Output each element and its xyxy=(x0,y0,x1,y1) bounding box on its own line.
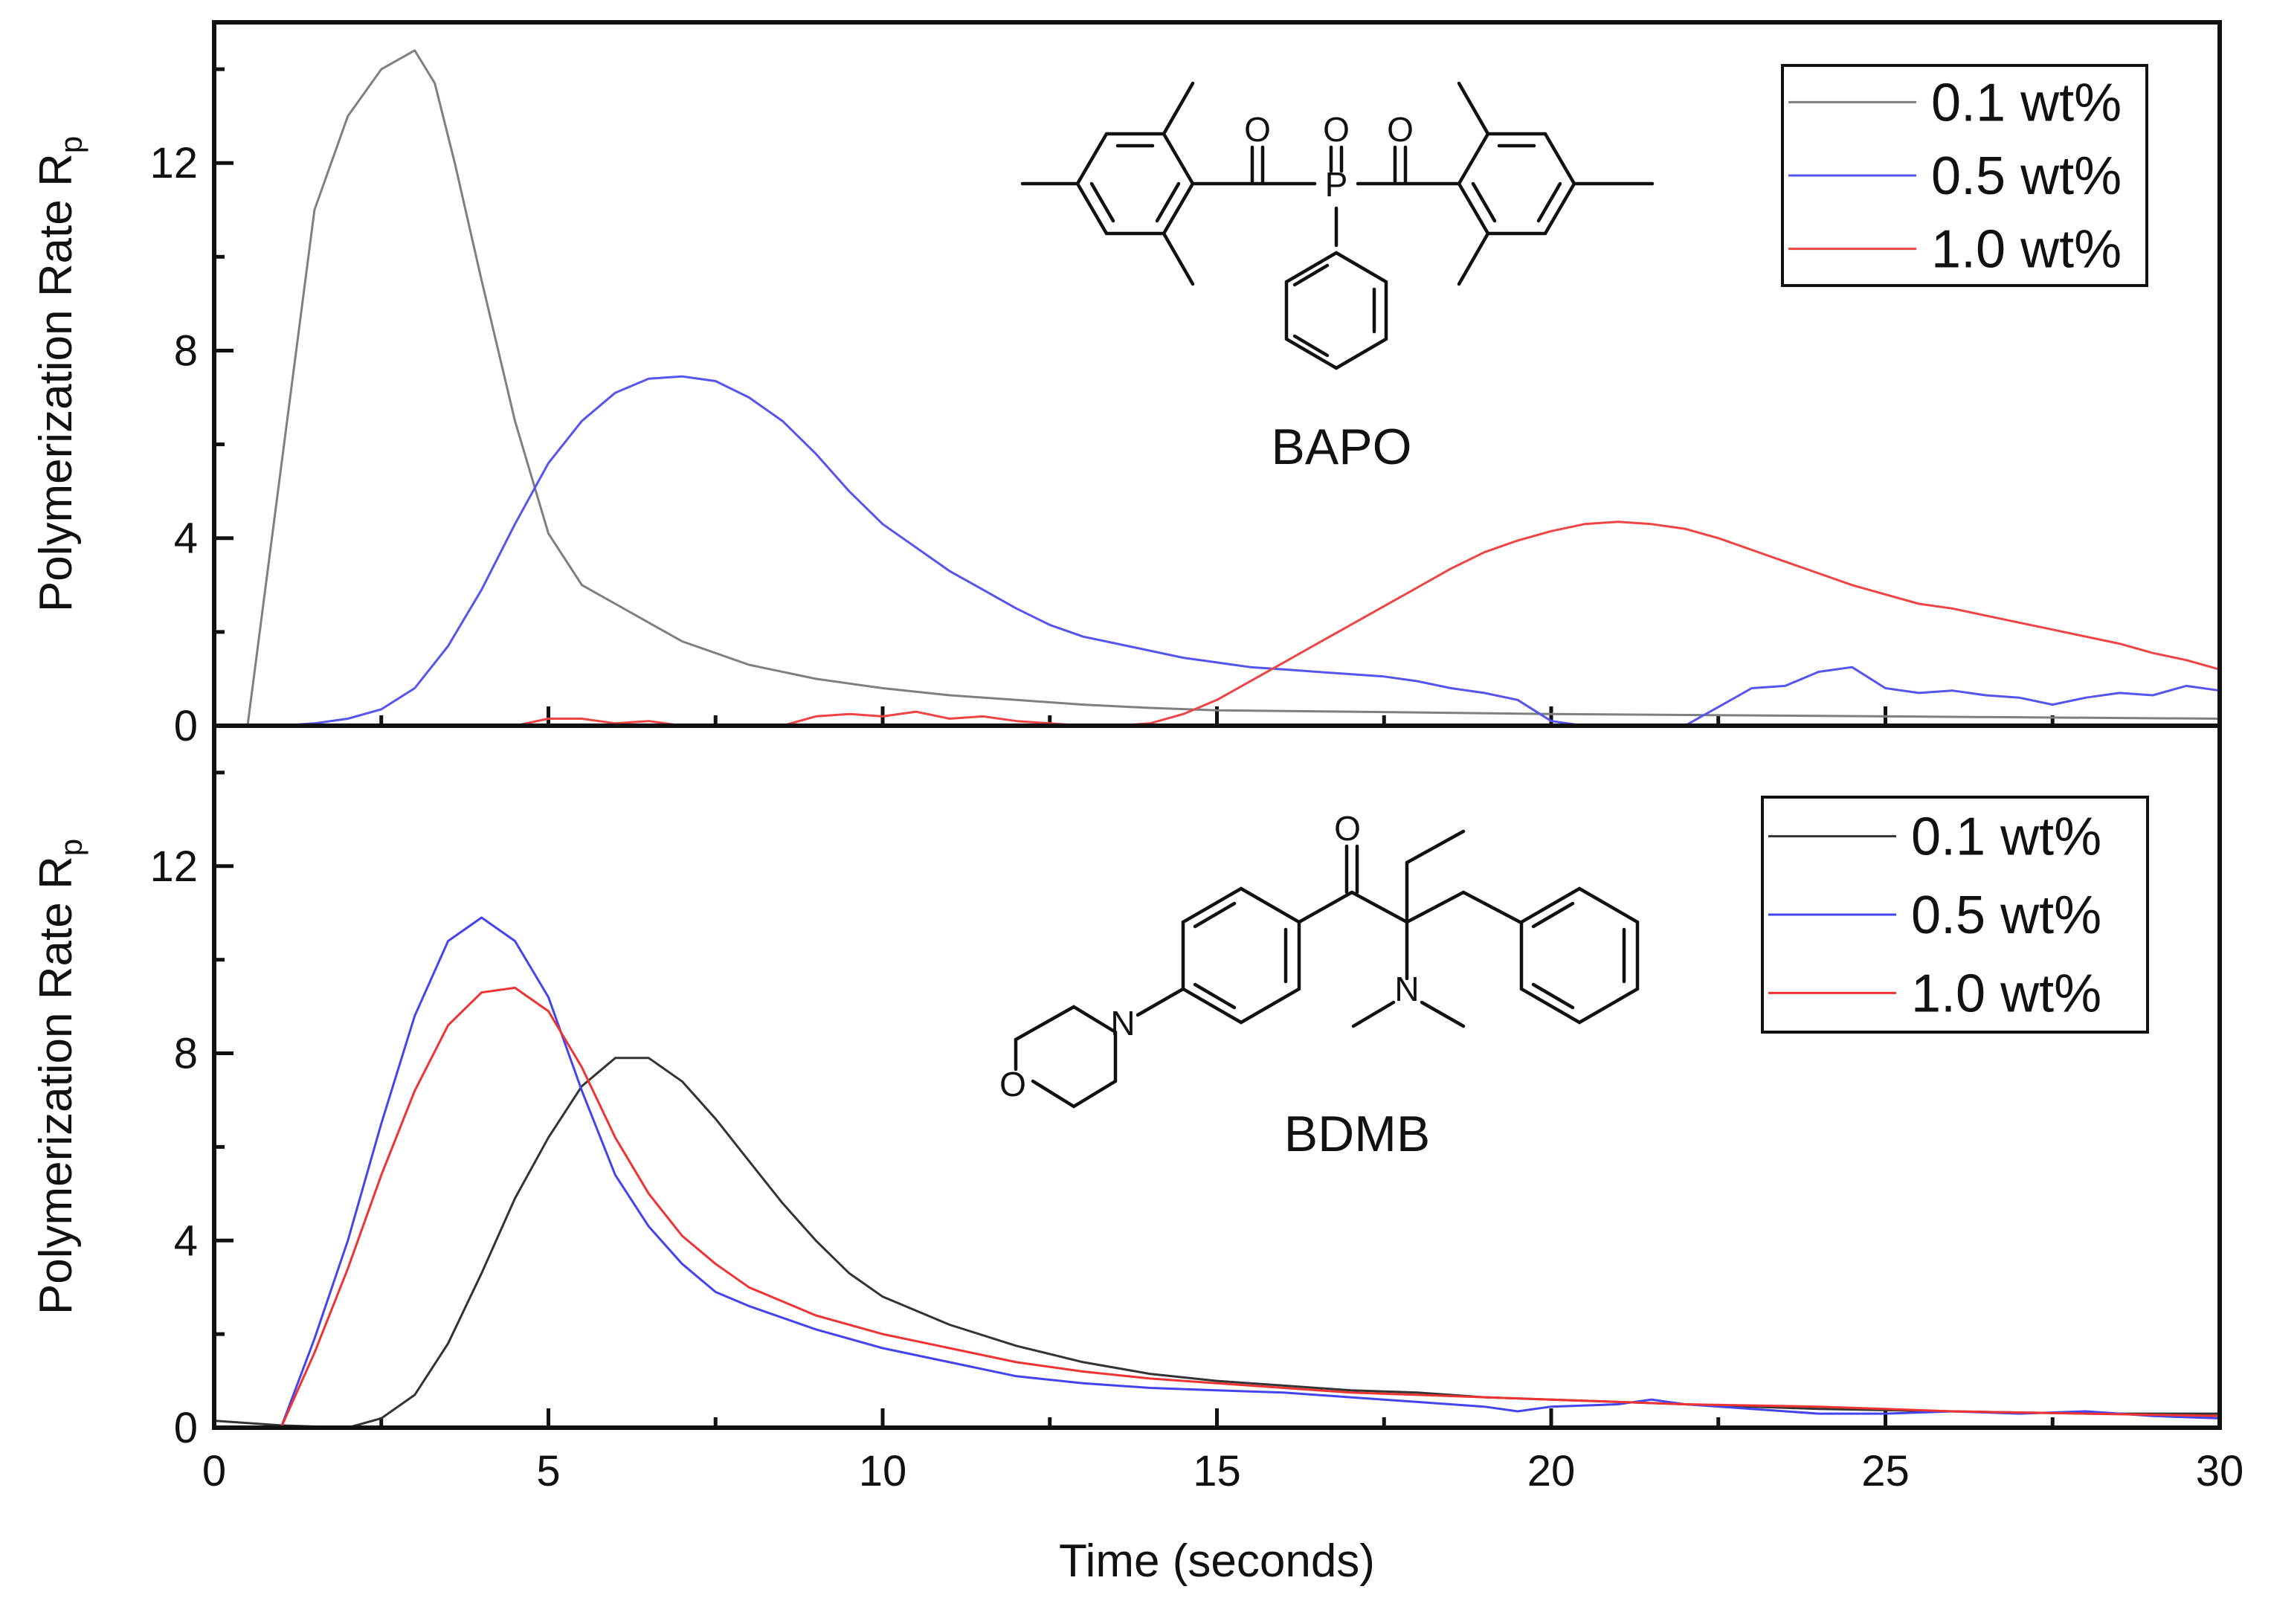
x-tick-label: 0 xyxy=(202,1447,226,1495)
top-panel: 0 4 8 12 0.1 wt% 0.5 wt% 1.0 wt% BAPO Polymeriza… xyxy=(30,20,2222,750)
legend-label: 1.0 wt% xyxy=(1911,964,2101,1023)
y-axis-title-subscript: p xyxy=(54,839,88,856)
series-line-0-1-wt- xyxy=(214,49,2220,727)
x-tick-label: 25 xyxy=(1861,1447,1910,1495)
y-tick-label: 12 xyxy=(149,842,198,891)
series-line-1-0-wt- xyxy=(214,986,2220,1429)
svg-text:O: O xyxy=(1244,110,1271,149)
y-tick-label: 12 xyxy=(149,139,198,187)
y-tick-label: 8 xyxy=(174,326,198,375)
y-tick-label: 4 xyxy=(174,515,198,563)
x-tick-label: 10 xyxy=(859,1447,907,1495)
plot-frame xyxy=(212,724,2222,1430)
x-tick-label: 15 xyxy=(1193,1447,1241,1495)
legend: 0.1 wt% 0.5 wt% 1.0 wt% xyxy=(1761,796,2149,1034)
series-line-0-1-wt- xyxy=(213,1057,2220,1429)
y-axis-title: Polymerization Rate Rp xyxy=(30,136,88,612)
series-line-1-0-wt- xyxy=(214,521,2220,727)
svg-text:O: O xyxy=(999,1065,1026,1103)
bapo-structure-diagram: O O P O xyxy=(1020,81,1655,370)
legend-label: 0.5 wt% xyxy=(1931,146,2122,206)
bottom-panel: 0 4 8 12 0.1 wt% 0.5 wt% 1.0 wt% BDMB Polymeriza… xyxy=(30,724,2244,1587)
y-tick-label: 0 xyxy=(174,702,198,750)
series-line-0-5-wt- xyxy=(214,375,2220,727)
svg-text:O: O xyxy=(1334,809,1361,848)
y-tick-label: 4 xyxy=(174,1217,198,1265)
legend-label: 0.5 wt% xyxy=(1911,886,2101,945)
compound-label: BDMB xyxy=(1284,1106,1430,1162)
y-tick-label: 8 xyxy=(174,1030,198,1078)
x-tick-label: 30 xyxy=(2196,1447,2244,1495)
y-axis-title-text: Polymerization Rate R xyxy=(30,856,82,1315)
legend: 0.1 wt% 0.5 wt% 1.0 wt% xyxy=(1781,64,2148,287)
x-axis-title: Time (seconds) xyxy=(1059,1536,1375,1587)
svg-text:O: O xyxy=(1387,110,1414,149)
y-tick-label: 0 xyxy=(174,1404,198,1452)
legend-label: 0.1 wt% xyxy=(1931,73,2122,132)
x-tick-label: 5 xyxy=(536,1447,560,1495)
bdmb-structure-diagram: O N N O xyxy=(999,809,1640,1109)
svg-text:O: O xyxy=(1323,110,1350,149)
svg-text:P: P xyxy=(1325,165,1348,204)
y-axis-title-text: Polymerization Rate R xyxy=(30,153,82,612)
series-line-0-5-wt- xyxy=(214,916,2220,1429)
compound-label: BAPO xyxy=(1272,419,1412,475)
legend-label: 1.0 wt% xyxy=(1931,220,2122,280)
svg-text:N: N xyxy=(1394,970,1419,1008)
y-axis-title-subscript: p xyxy=(54,136,88,153)
x-tick-label: 20 xyxy=(1527,1447,1576,1495)
svg-text:N: N xyxy=(1110,1004,1135,1043)
y-axis-title: Polymerization Rate Rp xyxy=(30,839,88,1315)
legend-label: 0.1 wt% xyxy=(1911,808,2101,867)
